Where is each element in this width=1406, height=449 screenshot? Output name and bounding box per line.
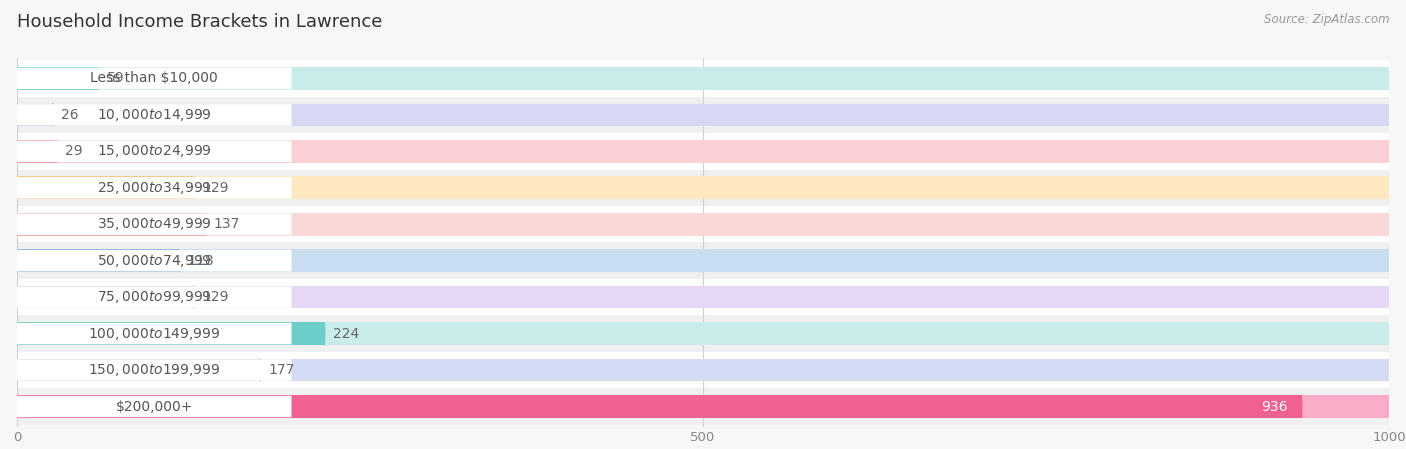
Bar [17, 279, 1389, 315]
Text: $25,000 to $34,999: $25,000 to $34,999 [97, 180, 212, 196]
Bar [17, 322, 1389, 345]
Text: 137: 137 [214, 217, 240, 231]
Text: Source: ZipAtlas.com: Source: ZipAtlas.com [1264, 13, 1389, 26]
FancyBboxPatch shape [17, 396, 291, 417]
Bar [17, 249, 1389, 272]
Text: $150,000 to $199,999: $150,000 to $199,999 [89, 362, 221, 378]
FancyBboxPatch shape [17, 359, 291, 381]
Text: $50,000 to $74,999: $50,000 to $74,999 [97, 253, 212, 269]
Bar [17, 242, 1389, 279]
Text: 29: 29 [65, 144, 83, 158]
Bar [17, 104, 1389, 126]
Bar [17, 67, 98, 90]
Text: $75,000 to $99,999: $75,000 to $99,999 [97, 289, 212, 305]
Text: $200,000+: $200,000+ [115, 400, 193, 414]
Bar [17, 133, 1389, 170]
Bar [17, 140, 1389, 163]
Text: 26: 26 [62, 108, 79, 122]
Text: 59: 59 [107, 71, 124, 85]
Bar [17, 359, 260, 381]
FancyBboxPatch shape [17, 141, 291, 162]
Bar [17, 104, 52, 126]
Bar [17, 286, 1389, 308]
Text: $10,000 to $14,999: $10,000 to $14,999 [97, 107, 212, 123]
Text: $100,000 to $149,999: $100,000 to $149,999 [89, 326, 221, 342]
Bar [17, 176, 194, 199]
Bar [17, 322, 325, 345]
Text: $15,000 to $24,999: $15,000 to $24,999 [97, 143, 212, 159]
Bar [17, 249, 179, 272]
Bar [17, 286, 194, 308]
Bar [17, 140, 56, 163]
Bar [17, 176, 1389, 199]
FancyBboxPatch shape [17, 323, 291, 344]
Bar [17, 67, 1389, 90]
FancyBboxPatch shape [17, 250, 291, 271]
Text: 129: 129 [202, 290, 229, 304]
Bar [17, 206, 1389, 242]
Text: Household Income Brackets in Lawrence: Household Income Brackets in Lawrence [17, 13, 382, 31]
FancyBboxPatch shape [17, 214, 291, 235]
Bar [17, 359, 1389, 381]
Bar [17, 97, 1389, 133]
Bar [17, 315, 1389, 352]
Text: 936: 936 [1261, 400, 1288, 414]
Bar [17, 170, 1389, 206]
Bar [17, 388, 1389, 425]
Text: $35,000 to $49,999: $35,000 to $49,999 [97, 216, 212, 232]
FancyBboxPatch shape [17, 68, 291, 89]
Bar [17, 395, 1302, 418]
Text: Less than $10,000: Less than $10,000 [90, 71, 218, 85]
Bar [17, 213, 205, 236]
Bar [17, 60, 1389, 97]
FancyBboxPatch shape [17, 286, 291, 308]
Bar [17, 213, 1389, 236]
FancyBboxPatch shape [17, 177, 291, 198]
Text: 118: 118 [187, 254, 214, 268]
Bar [17, 395, 1389, 418]
Text: 177: 177 [269, 363, 295, 377]
Text: 129: 129 [202, 181, 229, 195]
FancyBboxPatch shape [17, 104, 291, 126]
Bar [17, 352, 1389, 388]
Text: 224: 224 [333, 326, 359, 341]
